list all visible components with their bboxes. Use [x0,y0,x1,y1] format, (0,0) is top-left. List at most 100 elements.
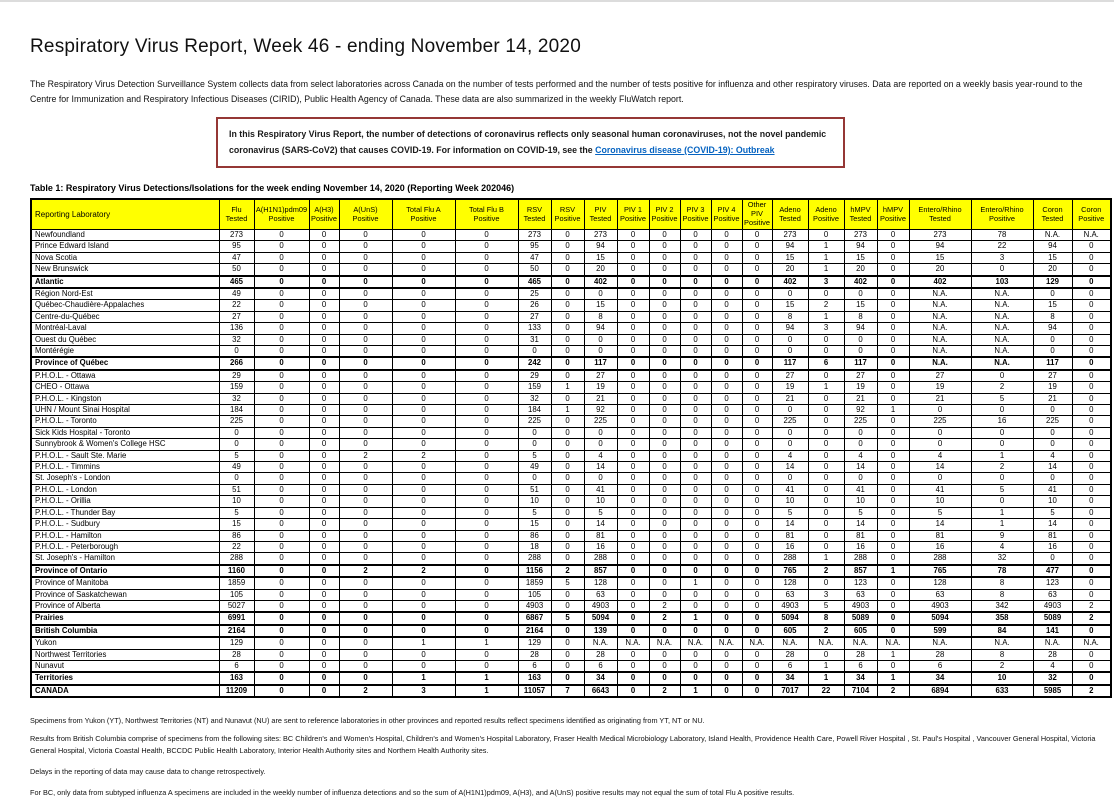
cell: 5089 [1032,611,1073,626]
cell: 273 [218,228,255,242]
cell: 49 [218,287,255,301]
cell: 0 [338,576,393,590]
cell: 50 [218,263,255,277]
cell: 0 [391,588,456,601]
cell: 6 [517,659,552,673]
cell: 63 [843,588,878,601]
cell: 0 [616,449,650,463]
table-row: UHN / Mount Sinai Hospital 184 0 0 0 0 0 184 1 92… [30,404,1112,417]
cell: 0 [338,506,393,520]
cell: 117 [843,356,878,371]
cell: 0 [710,228,743,242]
cell: 15 [517,518,552,531]
cell: 0 [391,251,456,265]
cell: 266 [218,356,255,371]
cell: 0 [308,310,340,324]
cell: 0 [876,426,910,440]
cell: 0 [970,495,1034,508]
cell: 0 [1071,322,1112,335]
cell: 0 [1071,345,1112,358]
cell: 0 [454,404,519,417]
cell: 9 [970,529,1034,542]
column-header: Coron Tested [1032,198,1073,230]
cell: 0 [1071,518,1112,531]
cell: 0 [710,392,743,406]
cell: 2 [338,449,393,463]
table-row: Province of Ontario 1160 0 0 2 2 0 1156 2 857 0 0 0 0… [30,563,1112,579]
cell: 0 [741,404,773,417]
cell: 0 [710,623,743,639]
cell: 0 [679,461,712,474]
cell: N.A. [843,636,878,650]
cell: 94 [771,322,809,335]
table-row: P.H.O.L. - Ottawa 29 0 0 0 0 0 29 0 27 0 0 0 0 0 27 0 27 0… [30,369,1112,383]
cell: 47 [218,251,255,265]
cell: 0 [648,588,681,601]
cell: 10 [517,495,552,508]
cell: 0 [253,345,310,358]
cell: 0 [1071,369,1112,383]
cell: 0 [741,426,773,440]
cell: N.A. [807,636,845,650]
cell: 288 [583,552,618,566]
cell: 2 [970,659,1034,673]
cell: 0 [391,529,456,542]
cell: 0 [308,588,340,601]
cell: 1 [454,636,519,650]
cell: 0 [308,648,340,661]
cell: 0 [454,518,519,531]
cell: 0 [338,415,393,428]
cell: 0 [741,552,773,566]
table-row: Ouest du Québec 32 0 0 0 0 0 31 0 0 0 0 0 0 0 0 0 0 0 N.A. N… [30,333,1112,347]
cell: 105 [517,588,552,601]
cell: 2 [1071,599,1112,613]
cell: 94 [771,240,809,253]
cell: 765 [771,563,809,579]
cell: 19 [583,381,618,394]
cell: 84 [970,623,1034,639]
cell: 0 [741,263,773,277]
cell: 0 [583,426,618,440]
cell: 0 [710,648,743,661]
column-header: Adeno Positive [807,198,845,230]
cell: 2 [391,449,456,463]
cell: 0 [253,240,310,253]
table-row: Québec-Chaudière-Appalaches 22 0 0 0 0 0 26 0 15 0… [30,299,1112,312]
cell: 0 [308,438,340,451]
cell: 0 [679,426,712,440]
cell: 0 [648,461,681,474]
cell: 0 [1071,415,1112,428]
cell: 0 [454,483,519,497]
cell: 0 [454,345,519,358]
cell: 0 [550,333,585,347]
table-row: P.H.O.L. - Peterborough 22 0 0 0 0 0 18 0 16 0 0 0 0 0… [30,540,1112,554]
table-row: Nunavut 6 0 0 0 0 0 6 0 6 0 0 0 0 0 6 1 6 0 6 2 4 0 [30,659,1112,673]
column-header: Adeno Tested [771,198,809,230]
cell: 123 [1032,576,1073,590]
cell: 0 [679,529,712,542]
row-label: Sunnybrook & Women's College HSC [30,438,220,451]
cell: 21 [843,392,878,406]
cell: 0 [550,356,585,371]
cell: 0 [807,404,845,417]
cell: 1 [550,381,585,394]
cell: 0 [308,611,340,626]
cell: 63 [908,588,972,601]
covid-outbreak-link[interactable]: Coronavirus disease (COVID-19): Outbreak [595,145,775,156]
cell: 0 [253,611,310,626]
cell: 0 [454,322,519,335]
cell: 128 [771,576,809,590]
cell: 5 [517,449,552,463]
cell: 0 [648,506,681,520]
cell: 141 [1032,623,1073,639]
cell: 0 [550,588,585,601]
cell: 0 [308,240,340,253]
cell: 1 [807,310,845,324]
column-header: A(H1N1)pdm09 Positive [253,198,310,230]
cell: 0 [550,369,585,383]
row-label: P.H.O.L. - Peterborough [30,540,220,554]
row-label: Province of Manitoba [30,576,220,590]
cell: 0 [253,274,310,290]
cell: 0 [391,540,456,554]
cell: 0 [616,623,650,639]
